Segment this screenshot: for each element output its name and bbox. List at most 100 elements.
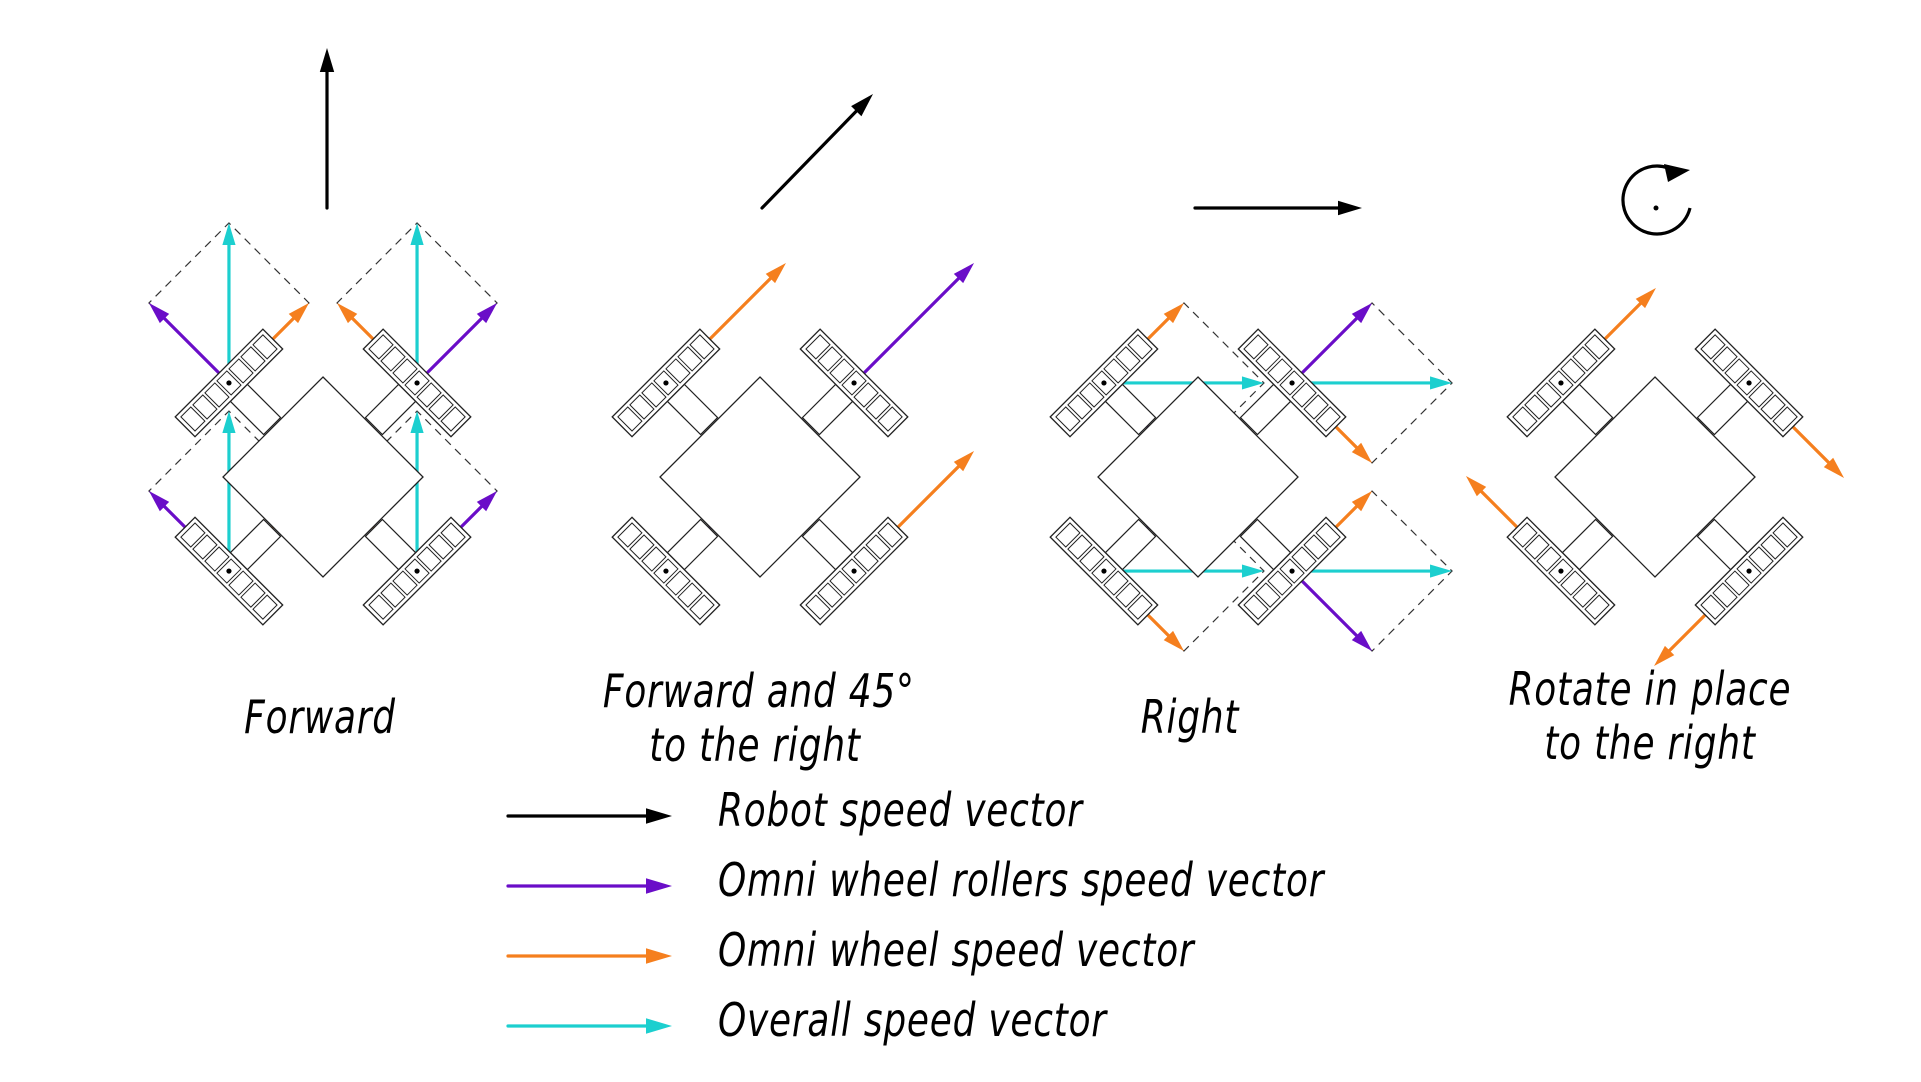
robot-right-roller-rr [1243, 594, 1269, 620]
robot-diagonal-hub-rl [663, 568, 669, 574]
robot-forward-roller-rr [380, 582, 406, 608]
robot-rotate-roller-fr [1760, 394, 1786, 420]
caption-diagonal: Forward and 45° to the right [603, 664, 914, 772]
robot-rotate-roller-fl [1524, 394, 1550, 420]
robot-vector-forward-head [319, 48, 335, 72]
robot-rotate-hub-rl [1558, 568, 1564, 574]
robot-right-hub-rr [1289, 568, 1295, 574]
robot-forward-roller-rl [204, 546, 230, 572]
robot-diagonal-roller-fr [829, 358, 855, 384]
robot-rotate-roller-rr [1724, 570, 1750, 596]
legend-arrow-robot [506, 808, 672, 824]
robot-diagonal-roller-rr [877, 522, 903, 548]
robot-forward-roller-fl [252, 334, 278, 360]
overall-vector-right-rl-head [1241, 564, 1264, 578]
robot-forward-roller-rr [416, 546, 442, 572]
robot-forward-roller-fr [428, 394, 454, 420]
roller-vector-right-fr-shaft [1290, 315, 1360, 385]
robot-rotate-roller-fl [1560, 358, 1586, 384]
wheel-vector-rotate-rr-head [1654, 645, 1675, 667]
overall-vector-right-fl-head [1241, 376, 1264, 390]
robot-rotate-roller-rl [1572, 582, 1598, 608]
robot-forward-roller-fl [192, 394, 218, 420]
caption-line: Rotate in place [1508, 662, 1792, 716]
roller-vector-right-rr-shaft [1290, 569, 1360, 639]
wheel-vector-forward-fl-head [288, 302, 309, 324]
robot-right-roller-fr [1315, 406, 1341, 432]
legend-label-robot: Robot speed vector [718, 783, 1083, 837]
robot-right-roller-fl [1055, 406, 1081, 432]
wheel-vector-right-rl-head [1163, 630, 1184, 652]
robot-right-roller-fr [1279, 370, 1305, 396]
caption-line: Right [1140, 690, 1240, 744]
robot-forward-roller-rl [192, 534, 218, 560]
caption-line: to the right [1544, 716, 1756, 770]
robot-forward-roller-fl [240, 346, 266, 372]
roller-vector-forward-rl-head [148, 491, 170, 512]
roller-vector-forward-fl [148, 302, 231, 385]
robot-forward-roller-rl [216, 558, 242, 584]
wheel-vector-rotate-rl-head [1465, 476, 1487, 497]
rotation-arrowhead [1664, 164, 1690, 182]
robot-right-roller-rl [1055, 522, 1081, 548]
robot-forward-hub-fl [226, 380, 232, 386]
robot-right-roller-rr [1291, 546, 1317, 572]
robot-vector-right [1193, 200, 1362, 216]
robot-forward-roller-rr [368, 594, 394, 620]
robot-diagonal-roller-rl [629, 534, 655, 560]
overall-vector-forward-fr-head [410, 222, 424, 245]
roller-vector-diagonal-fr-shaft [852, 275, 962, 385]
robot-diagonal-roller-fr [853, 382, 879, 408]
wheel-vector-rotate-fl-head [1635, 287, 1656, 309]
robot-forward-roller-fr [368, 334, 394, 360]
roller-vector-forward-fr-shaft [415, 315, 485, 385]
roller-vector-diagonal-fr [852, 262, 975, 385]
robot-diagonal-roller-fr [817, 346, 843, 372]
overall-vector-right-fr [1290, 376, 1453, 390]
robot-right-roller-rr [1255, 582, 1281, 608]
robot-diagonal-roller-rl [665, 570, 691, 596]
robot-forward-roller-fl [204, 382, 230, 408]
robot-rotate [1506, 328, 1804, 626]
roller-vector-right-fr [1290, 302, 1373, 385]
robot-rotate-roller-rl [1584, 594, 1610, 620]
legend-label-wheel: Omni wheel speed vector [718, 923, 1195, 977]
legend-arrow-wheel-head [646, 948, 672, 964]
robot-right-roller-rr [1267, 570, 1293, 596]
robot-right [1049, 328, 1347, 626]
robot-rotate-roller-fl [1548, 370, 1574, 396]
robot-rotate-roller-fr [1748, 382, 1774, 408]
robot-right-roller-fl [1091, 370, 1117, 396]
robot-right-roller-fr [1255, 346, 1281, 372]
overall-vector-forward-fl-head [222, 222, 236, 245]
robot-diagonal-hub-rr [851, 568, 857, 574]
robot-rotate-hub-fr [1746, 380, 1752, 386]
robot-right-roller-rr [1279, 558, 1305, 584]
caption-right: Right [1057, 690, 1322, 744]
robot-right-roller-rr [1315, 522, 1341, 548]
legend-arrow-overall-head [646, 1018, 672, 1034]
robot-vector-diagonal [760, 94, 873, 210]
robot-diagonal-roller-rr [865, 534, 891, 560]
overall-vector-right-fr-head [1430, 376, 1453, 390]
rotation-arc [1621, 164, 1692, 236]
wheel-vector-diagonal-fl-head [765, 262, 786, 284]
robot-diagonal-roller-rr [817, 582, 843, 608]
robot-diagonal-roller-fl [689, 334, 715, 360]
robot-vector-diagonal-head [851, 94, 873, 117]
robot-rotate-roller-fl [1536, 382, 1562, 408]
roller-vector-forward-rr-head [476, 491, 498, 512]
wheel-vector-right-fl-head [1163, 302, 1184, 324]
roller-vector-right-rr-head [1351, 630, 1373, 652]
robot-rotate-hub-fl [1558, 380, 1564, 386]
robot-right-roller-rl [1067, 534, 1093, 560]
overall-vector-forward-fr [410, 222, 424, 385]
robot-rotate-roller-rl [1560, 570, 1586, 596]
roller-vector-right-rr [1290, 569, 1373, 652]
robot-rotate-roller-rr [1700, 594, 1726, 620]
robot-diagonal-roller-rl [677, 582, 703, 608]
legend-arrow-overall [506, 1018, 672, 1034]
robot-forward-hub-rr [414, 568, 420, 574]
